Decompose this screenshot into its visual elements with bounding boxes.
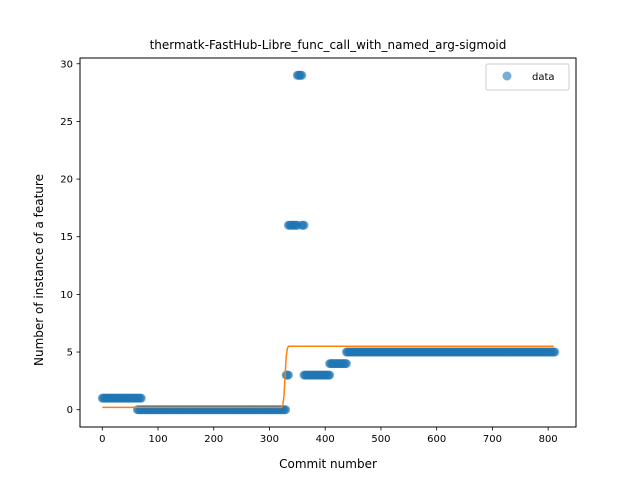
x-tick-label: 800 [539, 434, 558, 445]
data-point [283, 370, 293, 380]
x-tick-label: 400 [316, 434, 335, 445]
legend-marker-data [502, 71, 512, 81]
y-axis-label: Number of instance of a feature [32, 174, 46, 366]
legend-box [485, 63, 570, 91]
y-tick-label: 30 [60, 59, 73, 70]
data-point [325, 370, 335, 380]
chart-title: thermatk-FastHub-Libre_func_call_with_na… [150, 38, 507, 52]
x-tick-label: 700 [483, 434, 502, 445]
y-tick-label: 15 [60, 232, 73, 243]
plot-frame [79, 57, 577, 428]
y-tick-label: 25 [60, 117, 73, 128]
y-tick-label: 5 [67, 348, 73, 359]
x-tick-label: 200 [204, 434, 223, 445]
data-point [136, 393, 146, 403]
data-point [281, 405, 291, 415]
data-point [550, 347, 560, 357]
y-tick-label: 0 [67, 405, 73, 416]
fit-line-layer [102, 345, 554, 409]
legend-label-data: data [532, 72, 555, 83]
x-tick-label: 600 [427, 434, 446, 445]
y-axis: 0 5 10 15 20 25 30 [60, 59, 80, 416]
fit-line [102, 345, 554, 409]
x-tick-label: 0 [99, 434, 105, 445]
x-tick-label: 500 [371, 434, 390, 445]
y-tick-label: 10 [60, 290, 73, 301]
x-tick-label: 100 [148, 434, 167, 445]
data-point [299, 220, 309, 230]
x-axis-label: Commit number [279, 457, 377, 471]
data-point [341, 359, 351, 369]
x-tick-label: 300 [260, 434, 279, 445]
x-axis: 0 100 200 300 400 500 600 700 800 [99, 427, 558, 445]
legend: data [485, 63, 570, 91]
y-tick-label: 20 [60, 175, 73, 186]
data-point [297, 70, 307, 80]
